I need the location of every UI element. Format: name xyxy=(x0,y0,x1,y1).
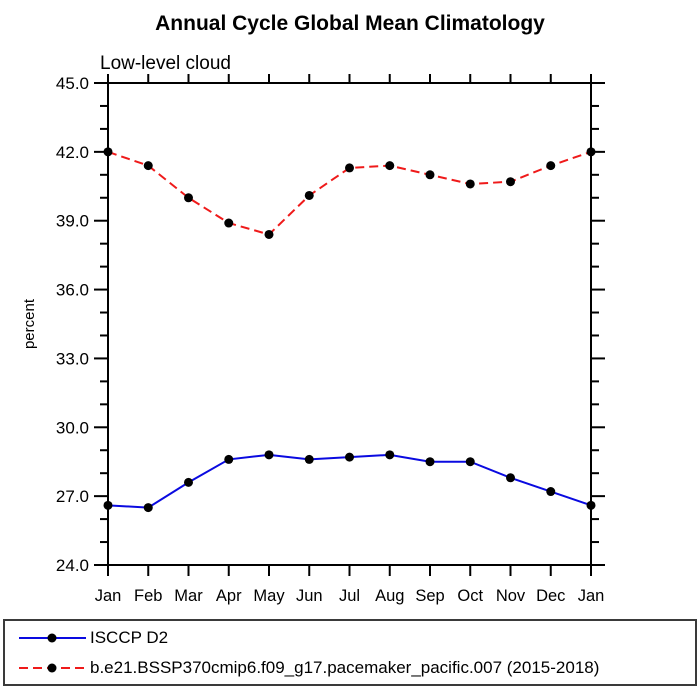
data-point-marker-0 xyxy=(385,450,395,460)
data-point-marker-0 xyxy=(345,452,354,462)
data-point-marker-0 xyxy=(586,500,596,510)
x-tick-label: Sep xyxy=(415,587,444,605)
legend-swatch-solid-line-icon xyxy=(19,633,86,642)
legend-item-model: b.e21.BSSP370cmip6.f09_g17.pacemaker_pac… xyxy=(5,653,695,683)
x-tick-label: Jan xyxy=(95,587,122,605)
x-tick-label: Mar xyxy=(174,587,203,605)
x-tick-label: Aug xyxy=(375,587,404,605)
x-tick-label: Jul xyxy=(339,587,360,605)
chart-title: Annual Cycle Global Mean Climatology xyxy=(155,12,545,35)
y-tick-label: 30.0 xyxy=(56,418,89,437)
series-line-0 xyxy=(107,453,592,509)
x-tick-label: Oct xyxy=(457,587,483,605)
x-tick-label: Jan xyxy=(578,587,605,605)
data-point-marker-1 xyxy=(184,193,193,203)
chart-subtitle: Low-level cloud xyxy=(100,53,231,74)
x-tick-label: Jun xyxy=(296,587,323,605)
data-point-marker-1 xyxy=(425,170,435,180)
data-point-marker-0 xyxy=(103,500,113,510)
legend-item-isccp: ISCCP D2 xyxy=(5,623,695,653)
data-point-marker-0 xyxy=(465,457,475,467)
x-tick-label: May xyxy=(253,587,285,605)
data-point-marker-0 xyxy=(546,487,556,497)
plot-frame xyxy=(107,82,592,566)
data-point-marker-1 xyxy=(345,163,354,173)
x-tick-label: Feb xyxy=(134,587,162,605)
data-point-marker-0 xyxy=(143,503,153,513)
data-point-marker-0 xyxy=(264,450,274,460)
y-tick-label: 45.0 xyxy=(56,74,89,93)
data-point-marker-1 xyxy=(385,161,395,171)
y-tick-label: 24.0 xyxy=(56,556,89,575)
data-point-marker-0 xyxy=(506,473,515,483)
legend-swatch-dashed-line-icon xyxy=(19,663,86,672)
y-tick-label: 42.0 xyxy=(56,143,89,162)
data-point-marker-1 xyxy=(103,147,113,157)
y-axis-title: percent xyxy=(21,298,38,349)
y-tick-label: 33.0 xyxy=(56,349,89,368)
data-point-marker-1 xyxy=(224,218,234,228)
legend-box: ISCCP D2 b.e21.BSSP370cmip6.f09_g17.pace… xyxy=(3,619,697,686)
data-point-marker-0 xyxy=(425,457,435,467)
data-point-marker-1 xyxy=(506,177,515,187)
data-point-marker-0 xyxy=(184,477,193,487)
data-point-marker-1 xyxy=(304,190,314,200)
data-point-marker-0 xyxy=(304,454,314,464)
y-tick-label: 27.0 xyxy=(56,487,89,506)
legend-marker-dot-icon xyxy=(47,663,57,672)
data-point-marker-1 xyxy=(143,161,153,171)
x-tick-label: Apr xyxy=(216,587,242,605)
x-tick-label: Dec xyxy=(536,587,565,605)
data-point-marker-1 xyxy=(546,161,556,171)
chart-canvas: Annual Cycle Global Mean Climatology Low-… xyxy=(21,12,605,605)
y-tick-label: 36.0 xyxy=(56,281,89,300)
data-point-marker-1 xyxy=(264,229,274,239)
legend-label-isccp: ISCCP D2 xyxy=(90,627,169,647)
data-point-marker-0 xyxy=(224,454,234,464)
x-tick-label: Nov xyxy=(496,587,526,605)
data-point-marker-1 xyxy=(465,179,475,189)
y-tick-label: 39.0 xyxy=(56,212,89,231)
legend-marker-dot-icon xyxy=(47,633,57,642)
legend-label-model: b.e21.BSSP370cmip6.f09_g17.pacemaker_pac… xyxy=(90,657,600,677)
data-point-marker-1 xyxy=(586,147,596,157)
